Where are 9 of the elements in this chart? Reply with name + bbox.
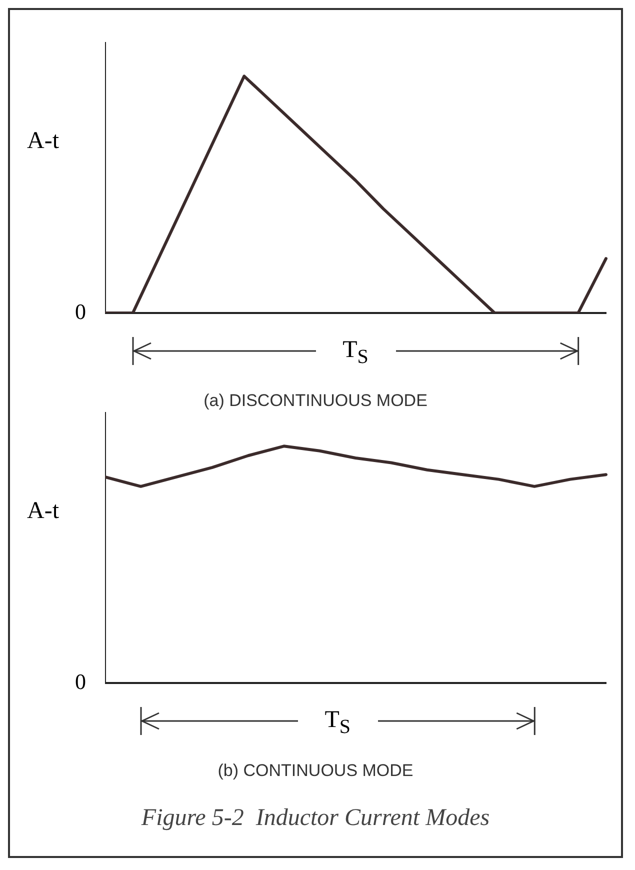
y-axis-title: A-t bbox=[27, 128, 59, 155]
text: T$_{S}$ bbox=[316, 335, 396, 372]
text: 0 bbox=[75, 669, 86, 695]
text: (a) DISCONTINUOUS MODE bbox=[202, 391, 428, 411]
text: T$_{S}$ bbox=[298, 705, 378, 742]
caption: Figure 5-2 Inductor Current Modes bbox=[140, 805, 491, 832]
text: (b) CONTINUOUS MODE bbox=[216, 761, 414, 781]
text: 0 bbox=[75, 299, 86, 325]
y-axis-title: A-t bbox=[27, 498, 59, 525]
